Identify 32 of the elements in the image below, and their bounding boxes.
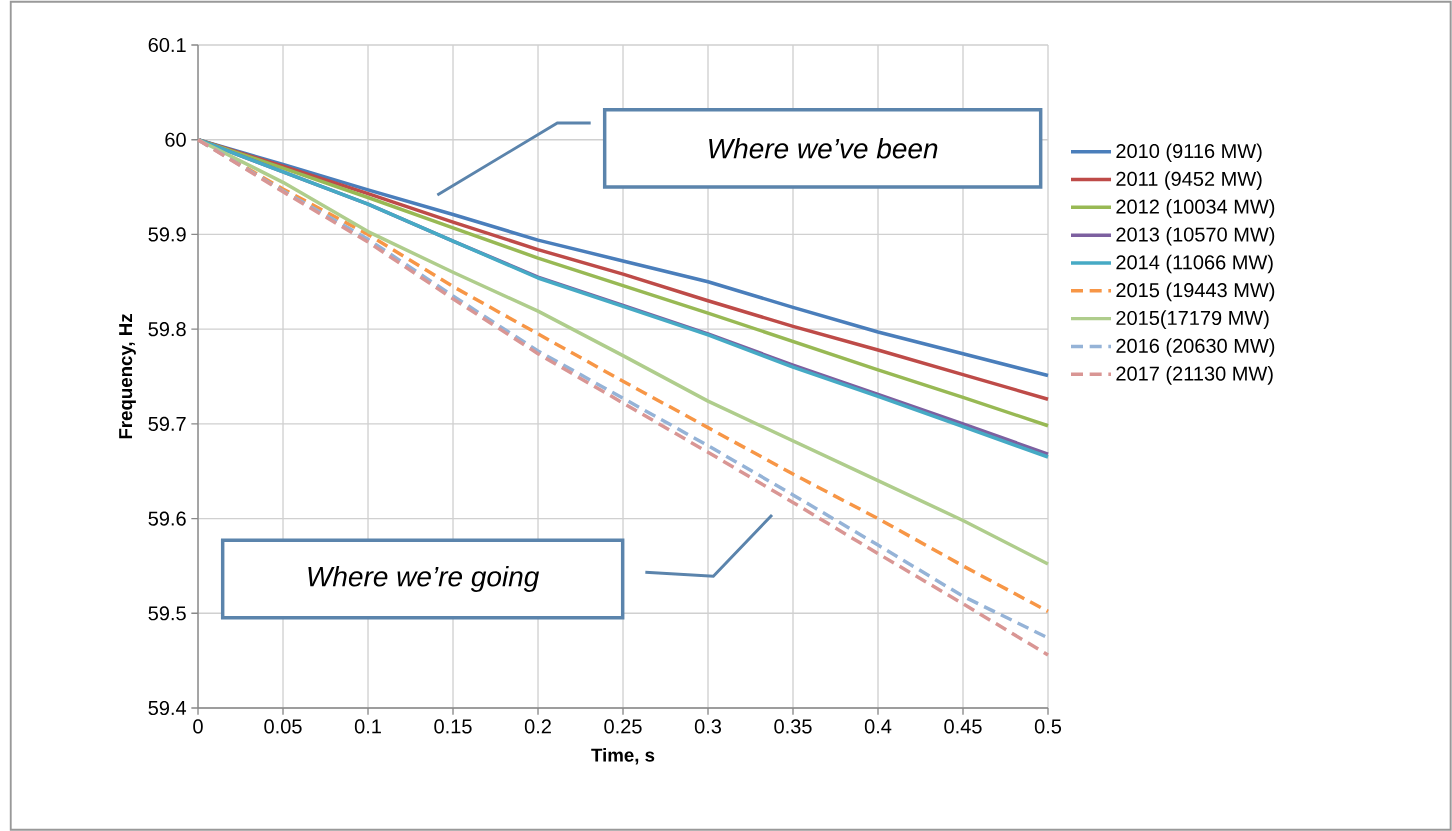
x-tick-label: 0.1 <box>354 719 381 734</box>
legend-label: 2015(17179 MW) <box>1116 310 1269 329</box>
y-tick-label: 59.8 <box>148 322 186 337</box>
y-tick-label: 59.4 <box>148 700 187 716</box>
x-tick-label: 0 <box>193 719 203 734</box>
x-tick-label: 0.3 <box>694 719 722 734</box>
legend-label: 2011 (9452 MW) <box>1116 171 1262 190</box>
y-tick-label: 59.9 <box>148 227 186 242</box>
legend-label: 2017 (21130 MW) <box>1116 366 1273 385</box>
x-tick-label: 0.45 <box>944 719 982 734</box>
y-tick-label: 59.7 <box>148 416 186 431</box>
y-tick-label: 59.5 <box>148 606 186 621</box>
legend-label: 2015 (19443 MW) <box>1116 282 1275 302</box>
x-axis-title: Time, s <box>591 748 655 765</box>
annotation: Where we’re going <box>308 565 540 593</box>
x-tick-label: 0.4 <box>864 719 892 734</box>
y-axis-title: Frequency, Hz <box>119 314 136 439</box>
y-tick-label: 59.6 <box>148 511 186 526</box>
x-tick-label: 0.25 <box>604 719 642 734</box>
legend-label: 2014 (11066 MW) <box>1116 254 1273 274</box>
legend-label: 2012 (10034 MW) <box>1116 199 1275 218</box>
x-tick-label: 0.05 <box>264 719 302 734</box>
x-tick-label: 0.5 <box>1034 719 1062 734</box>
legend-label: 2016 (20630 MW) <box>1116 338 1275 357</box>
annotation: Where we’ve been <box>709 138 938 159</box>
y-tick-label: 60 <box>165 132 186 147</box>
legend-label: 2010 (9116 MW) <box>1116 143 1262 163</box>
x-tick-label: 0.2 <box>524 719 551 734</box>
legend-label: 2013 (10570 MW) <box>1116 226 1275 246</box>
y-tick-label: 60.1 <box>148 37 186 53</box>
x-tick-label: 0.15 <box>434 719 472 734</box>
x-tick-label: 0.35 <box>774 719 812 734</box>
